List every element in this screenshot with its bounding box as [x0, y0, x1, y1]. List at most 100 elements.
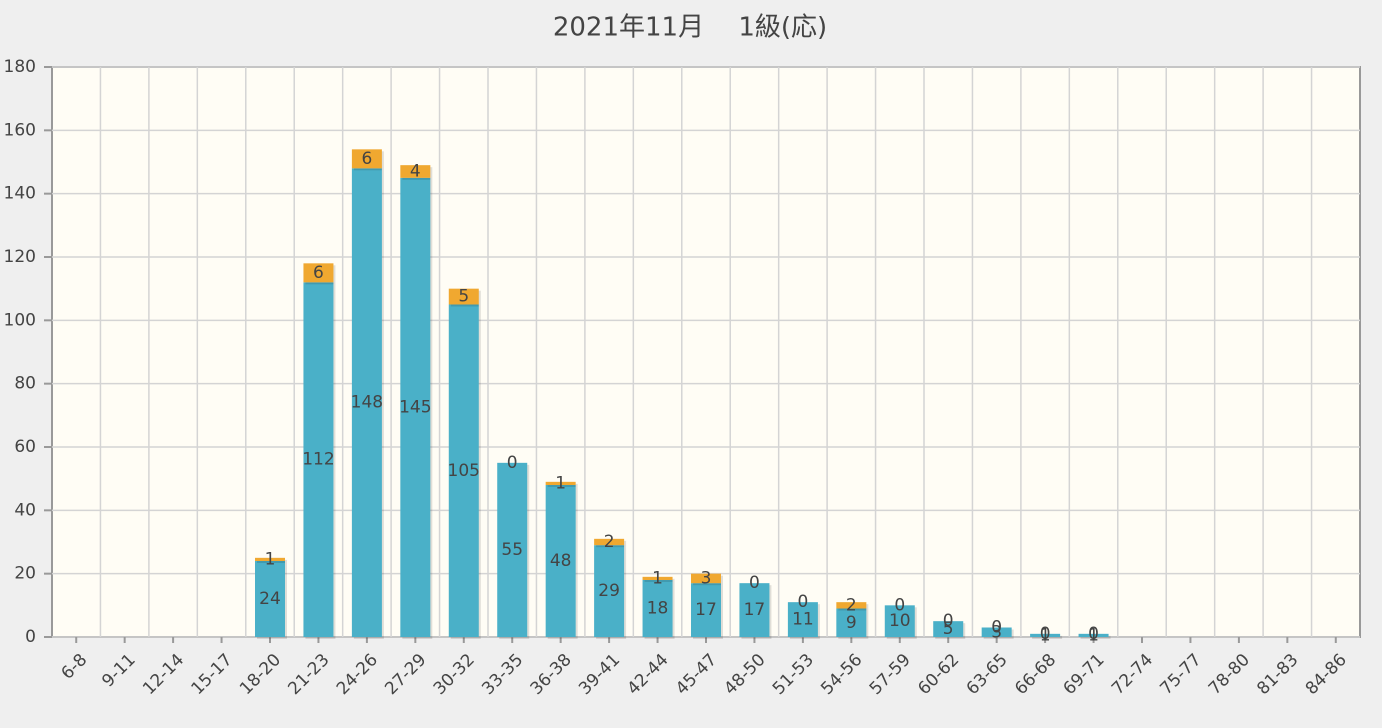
y-tick-label: 40 [14, 500, 36, 520]
y-tick-label: 100 [4, 310, 36, 330]
data-label: 6 [313, 263, 324, 283]
bar [594, 545, 625, 637]
y-tick-label: 60 [14, 437, 36, 457]
bar [255, 561, 285, 637]
bar [884, 605, 915, 637]
y-tick-label: 120 [4, 247, 36, 267]
data-label: 0 [797, 592, 808, 612]
x-tick-label: 57-59 [866, 650, 915, 699]
x-tick-label: 36-38 [527, 650, 576, 699]
data-label: 0 [894, 595, 905, 615]
x-tick-label: 60-62 [914, 650, 963, 699]
x-tick-label: 81-83 [1253, 650, 1302, 699]
data-label: 24 [259, 589, 281, 609]
bar-shadow [547, 483, 578, 487]
x-tick-label: 30-32 [430, 650, 479, 699]
bar [642, 580, 673, 637]
data-label: 0 [991, 618, 1002, 638]
x-tick-label: 69-71 [1060, 650, 1109, 699]
bar [933, 621, 964, 637]
data-label: 10 [889, 611, 911, 631]
x-tick-label: 15-17 [188, 650, 237, 699]
bar [255, 557, 285, 561]
bar-shadow [1080, 635, 1111, 639]
x-tick-label: 6-8 [58, 650, 92, 684]
data-label: 0 [749, 573, 760, 593]
y-tick-label: 0 [25, 627, 36, 647]
x-tick-label: 9-11 [98, 650, 139, 691]
data-label: 1 [1088, 625, 1099, 645]
data-label: 148 [351, 393, 383, 413]
data-label: 0 [1088, 624, 1099, 644]
bar [642, 576, 673, 580]
data-label: 0 [1040, 624, 1051, 644]
x-tick-label: 72-74 [1108, 650, 1157, 699]
y-tick-label: 180 [4, 57, 36, 77]
chart-title: 2021年11月 1級(応) [553, 13, 827, 43]
data-label: 55 [501, 540, 523, 560]
bar [448, 304, 479, 637]
x-tick-label: 66-68 [1011, 650, 1060, 699]
bar [836, 608, 867, 637]
x-tick-label: 33-35 [478, 650, 527, 699]
data-label: 145 [399, 397, 431, 417]
data-label: 6 [361, 149, 372, 169]
data-label: 5 [943, 619, 954, 639]
data-label: 105 [448, 461, 480, 481]
data-label: 3 [991, 622, 1002, 642]
data-label: 112 [302, 450, 334, 470]
bar [981, 627, 1012, 637]
data-label: 1 [265, 549, 276, 569]
data-label: 17 [695, 600, 717, 620]
bar [1078, 633, 1109, 637]
bar [739, 583, 770, 637]
bar-shadow [644, 578, 675, 582]
x-tick-label: 75-77 [1156, 650, 1205, 699]
x-tick-label: 48-50 [720, 650, 769, 699]
bar [351, 168, 382, 638]
plot-area [51, 66, 1361, 638]
bar [594, 538, 625, 546]
x-tick-label: 42-44 [624, 650, 673, 699]
data-label: 5 [458, 287, 469, 307]
bar [351, 149, 382, 169]
x-tick-label: 78-80 [1205, 650, 1254, 699]
bar-shadow [257, 559, 287, 563]
data-label: 29 [598, 581, 620, 601]
bar [303, 282, 334, 637]
x-tick-label: 39-41 [575, 650, 624, 699]
x-tick-label: 18-20 [236, 650, 285, 699]
data-label: 0 [507, 453, 518, 473]
bar [303, 263, 334, 283]
bar-shadow [1032, 635, 1063, 639]
y-tick-label: 140 [4, 184, 36, 204]
y-tick-label: 20 [14, 564, 36, 584]
data-label: 9 [846, 613, 857, 633]
data-label: 18 [647, 599, 669, 619]
bar [448, 288, 479, 305]
x-tick-label: 51-53 [769, 650, 818, 699]
x-tick-label: 12-14 [139, 650, 188, 699]
bar [787, 602, 818, 637]
bar [400, 165, 431, 178]
data-label: 17 [744, 600, 766, 620]
x-tick-label: 54-56 [817, 650, 866, 699]
x-tick-label: 63-65 [963, 650, 1012, 699]
data-label: 0 [943, 611, 954, 631]
data-label: 2 [604, 532, 615, 552]
y-tick-label: 80 [14, 374, 36, 394]
data-label: 11 [792, 610, 814, 630]
data-label: 2 [846, 595, 857, 615]
bar [497, 462, 528, 637]
x-tick-label: 21-23 [284, 650, 333, 699]
data-label: 3 [701, 568, 712, 588]
bar [691, 573, 721, 584]
bar [545, 485, 576, 637]
x-tick-label: 45-47 [672, 650, 721, 699]
x-tick-label: 24-26 [333, 650, 382, 699]
bar [545, 481, 576, 485]
data-label: 48 [550, 551, 572, 571]
y-tick-label: 160 [4, 120, 36, 140]
x-tick-label: 27-29 [381, 650, 430, 699]
